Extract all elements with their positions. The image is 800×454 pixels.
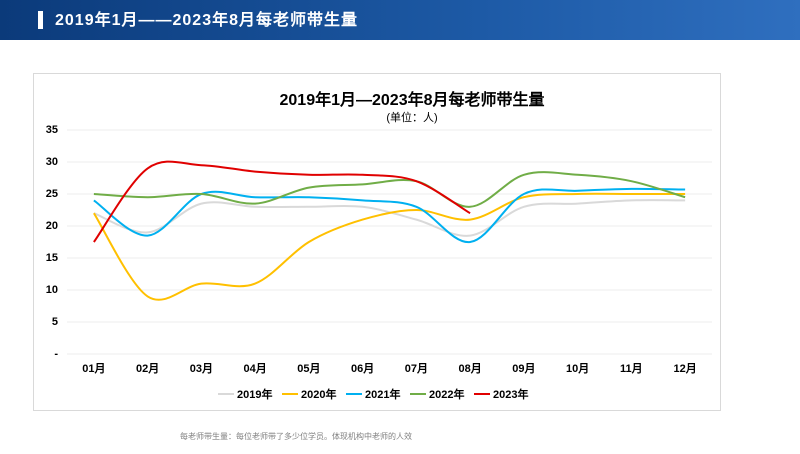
footnote: 每老师带生量：每位老师带了多少位学员。体现机构中老师的人效 [180,431,412,441]
plot: - 5 10 15 20 25 30 35 01月 02月 03月 04月 05月 06月 07月 08月 09… [46,124,712,401]
x-tick-label: 11月 [620,362,643,375]
chart-subtitle: (单位：人) [386,110,437,124]
y-tick-label: 10 [46,284,58,296]
series-line [93,192,686,301]
x-tick-label: 01月 [82,362,105,375]
y-tick-label: 30 [46,156,58,168]
y-tick-label: 35 [46,124,58,136]
x-tick-label: 08月 [459,362,482,375]
x-tick-label: 12月 [674,362,697,375]
x-tick-label: 02月 [136,362,159,375]
x-tick-label: 03月 [190,362,213,375]
x-tick-label: 09月 [512,362,535,375]
series-line [93,171,686,208]
chart-frame [33,73,721,411]
legend-label: 2023年 [493,387,528,401]
x-tick-label: 07月 [405,362,428,375]
y-tick-label: 15 [46,252,58,264]
header-bar [0,0,800,40]
legend-label: 2022年 [429,387,464,401]
header-icon [38,11,43,29]
x-tick-label: 04月 [244,362,267,375]
y-tick-label: 25 [46,188,58,200]
y-tick-label: - [54,348,58,360]
x-tick-label: 10月 [566,362,589,375]
header-title: 2019年1月——2023年8月每老师带生量 [55,10,358,29]
y-tick-label: 5 [52,316,58,328]
legend-label: 2020年 [301,387,336,401]
y-tick-label: 20 [46,220,58,232]
x-tick-label: 05月 [297,362,320,375]
chart-title: 2019年1月—2023年8月每老师带生量 [280,90,545,109]
legend-label: 2019年 [237,387,272,401]
legend-label: 2021年 [365,387,400,401]
x-tick-label: 06月 [351,362,374,375]
series-line [93,160,471,243]
series-line [93,187,686,244]
